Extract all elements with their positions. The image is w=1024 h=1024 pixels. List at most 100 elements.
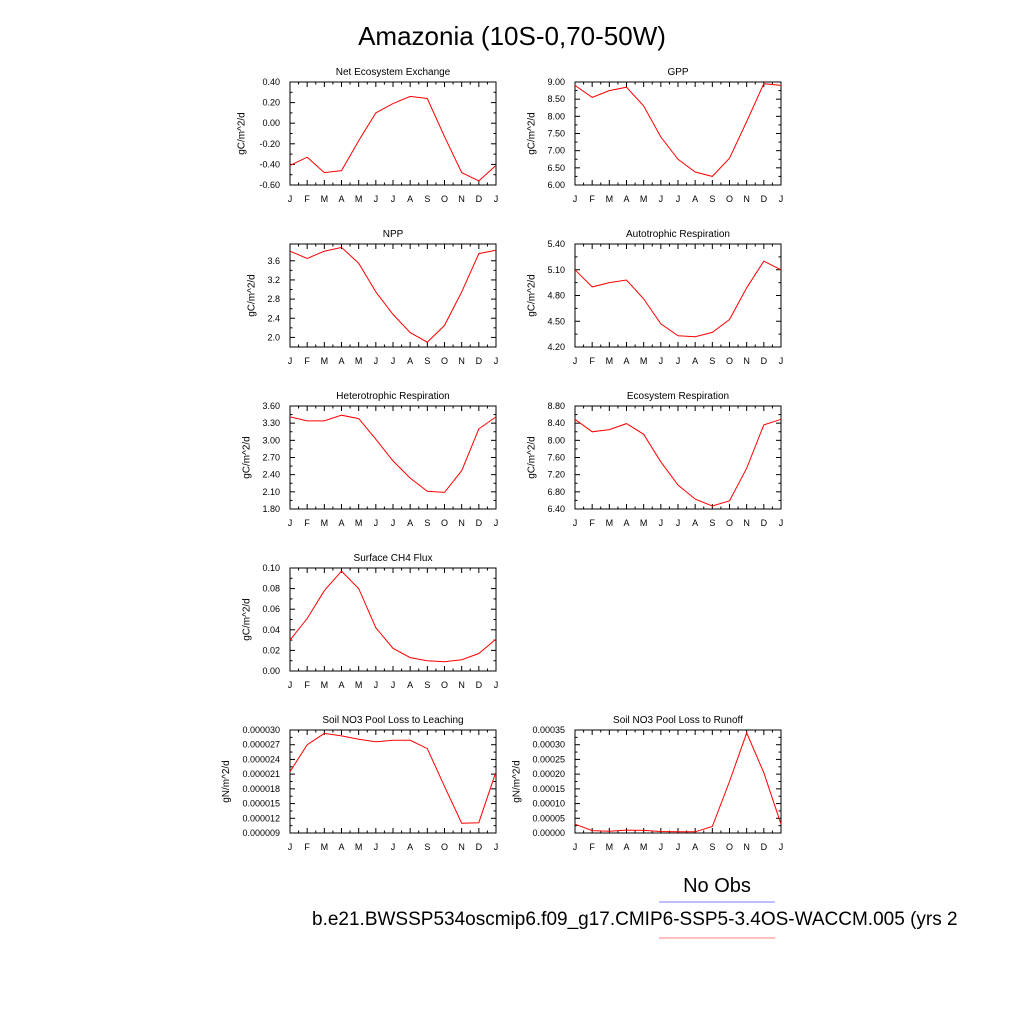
x-tick-label: A xyxy=(623,356,629,366)
y-axis-label: gC/m^2/d xyxy=(247,274,258,317)
x-tick-label: J xyxy=(374,842,379,852)
x-tick-label: M xyxy=(640,356,648,366)
x-tick-label: A xyxy=(338,194,344,204)
y-tick-label: 6.40 xyxy=(547,504,565,514)
x-tick-label: O xyxy=(441,842,448,852)
y-tick-label: 7.60 xyxy=(547,453,565,463)
x-tick-label: J xyxy=(494,194,499,204)
x-tick-label: J xyxy=(288,680,293,690)
y-tick-label: 0.00025 xyxy=(532,754,565,764)
x-tick-label: A xyxy=(692,518,698,528)
y-tick-label: 3.6 xyxy=(267,256,280,266)
y-tick-label: 4.20 xyxy=(547,342,565,352)
panel-title: Surface CH4 Flux xyxy=(354,553,433,564)
x-tick-label: O xyxy=(726,194,733,204)
x-tick-label: F xyxy=(304,356,310,366)
x-tick-label: F xyxy=(304,194,310,204)
x-tick-label: J xyxy=(573,356,578,366)
y-axis-label: gC/m^2/d xyxy=(527,436,538,479)
y-tick-label: 0.40 xyxy=(262,77,280,87)
y-tick-label: 0.00010 xyxy=(532,799,565,809)
x-tick-label: F xyxy=(304,842,310,852)
x-tick-label: M xyxy=(321,194,329,204)
y-tick-label: 6.80 xyxy=(547,487,565,497)
x-tick-label: S xyxy=(709,356,715,366)
y-tick-label: -0.60 xyxy=(259,180,280,190)
series-line xyxy=(289,570,497,663)
x-tick-label: A xyxy=(407,194,413,204)
y-tick-label: 2.70 xyxy=(262,453,280,463)
x-tick-label: A xyxy=(692,842,698,852)
y-tick-label: 3.2 xyxy=(267,275,280,285)
x-tick-label: J xyxy=(676,518,681,528)
y-tick-label: 5.10 xyxy=(547,265,565,275)
x-tick-label: J xyxy=(391,356,396,366)
x-tick-label: M xyxy=(355,194,363,204)
x-tick-label: J xyxy=(779,194,784,204)
y-tick-label: 0.04 xyxy=(262,625,280,635)
x-tick-label: F xyxy=(589,518,595,528)
y-tick-label: 0.20 xyxy=(262,98,280,108)
x-tick-label: J xyxy=(494,518,499,528)
x-tick-label: S xyxy=(709,518,715,528)
x-tick-label: J xyxy=(494,842,499,852)
y-tick-label: 0.000015 xyxy=(242,799,280,809)
y-tick-label: 3.60 xyxy=(262,401,280,411)
y-tick-label: 0.00 xyxy=(262,666,280,676)
plot-frame xyxy=(574,405,782,510)
x-tick-label: A xyxy=(407,842,413,852)
x-tick-label: S xyxy=(424,194,430,204)
y-tick-label: 0.000021 xyxy=(242,769,280,779)
x-tick-label: A xyxy=(692,356,698,366)
plot-frame xyxy=(574,243,782,348)
x-tick-label: F xyxy=(304,518,310,528)
y-tick-label: 1.80 xyxy=(262,504,280,514)
y-axis-label: gN/m^2/d xyxy=(511,760,522,803)
y-tick-label: 0.10 xyxy=(262,563,280,573)
y-tick-label: 4.80 xyxy=(547,291,565,301)
series-line xyxy=(289,732,497,824)
x-tick-label: J xyxy=(676,356,681,366)
x-tick-label: J xyxy=(391,842,396,852)
x-tick-label: J xyxy=(573,518,578,528)
x-tick-label: J xyxy=(676,842,681,852)
y-tick-label: 0.02 xyxy=(262,645,280,655)
x-tick-label: J xyxy=(374,356,379,366)
x-tick-label: N xyxy=(743,518,750,528)
x-tick-label: D xyxy=(476,518,483,528)
y-tick-label: 0.000009 xyxy=(242,828,280,838)
x-tick-label: D xyxy=(476,680,483,690)
x-tick-label: D xyxy=(761,194,768,204)
y-tick-label: 7.20 xyxy=(547,470,565,480)
x-tick-label: J xyxy=(494,356,499,366)
y-tick-label: 2.0 xyxy=(267,332,280,342)
x-tick-label: O xyxy=(726,842,733,852)
x-tick-label: J xyxy=(391,680,396,690)
panel-title: Autotrophic Respiration xyxy=(626,229,730,240)
y-tick-label: 2.40 xyxy=(262,470,280,480)
x-tick-label: M xyxy=(355,518,363,528)
x-tick-label: N xyxy=(458,518,465,528)
y-tick-label: 3.00 xyxy=(262,435,280,445)
x-tick-label: D xyxy=(476,194,483,204)
y-tick-label: 8.00 xyxy=(547,435,565,445)
x-tick-label: O xyxy=(441,356,448,366)
x-tick-label: J xyxy=(288,356,293,366)
panel-title: NPP xyxy=(383,229,404,240)
x-tick-label: J xyxy=(659,842,664,852)
series-line xyxy=(574,418,782,507)
x-tick-label: O xyxy=(726,518,733,528)
x-tick-label: D xyxy=(476,842,483,852)
y-axis-label: gC/m^2/d xyxy=(527,274,538,317)
y-tick-label: 8.00 xyxy=(547,111,565,121)
y-axis-label: gC/m^2/d xyxy=(242,598,253,641)
panel-title: Soil NO3 Pool Loss to Leaching xyxy=(322,715,463,726)
x-tick-label: A xyxy=(623,194,629,204)
series-line xyxy=(574,260,782,338)
x-tick-label: J xyxy=(374,518,379,528)
x-tick-label: M xyxy=(321,680,329,690)
x-tick-label: J xyxy=(288,842,293,852)
